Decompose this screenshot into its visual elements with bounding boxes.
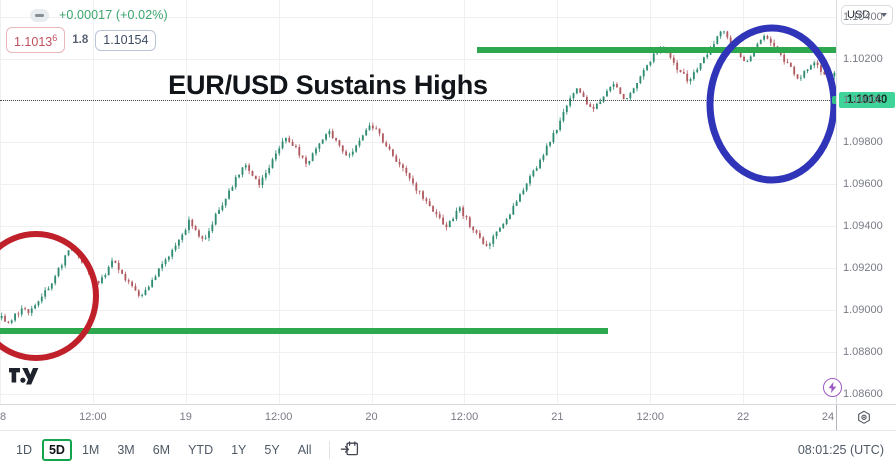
- time-axis-label: 18: [0, 411, 7, 423]
- time-axis-label: 19: [179, 411, 192, 423]
- chart-pane[interactable]: EUR/USD Sustains Highs: [0, 0, 836, 404]
- price-axis-label: 1.10400: [843, 10, 883, 23]
- price-axis-label: 1.08600: [843, 387, 883, 400]
- minus-pill-icon: [30, 8, 49, 22]
- price-axis-label: 1.09000: [843, 303, 883, 316]
- bid-ask-row: 1.10136 1.8 1.10154: [6, 27, 168, 53]
- time-axis-label: 21: [551, 411, 564, 423]
- target-icon[interactable]: [855, 409, 873, 427]
- quote-change-row: +0.00017 (+0.02%): [6, 4, 168, 26]
- last-price-line: [0, 100, 836, 101]
- vgridline: [279, 0, 280, 404]
- range-button-5d[interactable]: 5D: [41, 438, 72, 461]
- currency-select[interactable]: USD: [841, 5, 893, 25]
- ask-price-value: 1.10154: [103, 32, 149, 47]
- bid-price-value: 1.10136: [14, 32, 58, 49]
- time-axis-label: 12:00: [636, 411, 664, 423]
- vgridline: [0, 0, 1, 404]
- time-axis-label: 20: [365, 411, 378, 423]
- page-title: EUR/USD Sustains Highs: [168, 70, 488, 100]
- hgridline: [0, 352, 836, 353]
- range-selector: 1D 5D 1M 3M 6M YTD 1Y 5Y All: [0, 438, 320, 462]
- price-axis-label: 1.09400: [843, 220, 883, 233]
- lightning-bolt-icon[interactable]: [823, 378, 842, 397]
- price-axis-label: 1.09200: [843, 261, 883, 274]
- axis-divider: [836, 405, 837, 431]
- price-axis-label: 1.09600: [843, 178, 883, 191]
- price-axis[interactable]: USD 1.10140 1.10400 1.10200 1.10000 1.09800…: [823, 0, 896, 404]
- hgridline: [0, 394, 836, 395]
- hgridline: [0, 17, 836, 18]
- last-price-badge: 1.10140: [839, 92, 895, 108]
- hgridline: [0, 268, 836, 269]
- vgridline: [93, 0, 94, 404]
- price-axis-label: 1.10200: [843, 52, 883, 65]
- time-axis-label: 24: [821, 411, 835, 423]
- price-series-candles: [0, 30, 836, 325]
- change-absolute: +0.00017: [59, 8, 113, 22]
- hgridline: [0, 142, 836, 143]
- hgridline: [0, 226, 836, 227]
- utc-clock: 08:01:25 (UTC): [797, 442, 884, 457]
- quote-header: +0.00017 (+0.02%) 1.10136 1.8 1.10154: [0, 0, 168, 53]
- time-axis-label: 12:00: [264, 411, 293, 423]
- vgridline: [650, 0, 651, 404]
- vgridline: [743, 0, 744, 404]
- bottom-toolbar: 1D 5D 1M 3M 6M YTD 1Y 5Y All 08:01:25 (UTC): [0, 430, 896, 468]
- vgridline: [186, 0, 187, 404]
- time-axis[interactable]: 18 12:00 19 12:00 20 12:00 21 12:00 22 24: [0, 404, 896, 432]
- range-button-3m[interactable]: 3M: [117, 442, 135, 457]
- spread-value: 1.8: [72, 34, 89, 46]
- vgridline: [372, 0, 373, 404]
- chevron-down-icon: [881, 13, 887, 17]
- time-axis-label: 12:00: [450, 411, 479, 423]
- hgridline: [0, 310, 836, 311]
- hgridline: [0, 59, 836, 60]
- toolbar-divider: [328, 440, 330, 459]
- currency-select-label: USD: [847, 9, 871, 21]
- hgridline: [0, 184, 836, 185]
- range-button-all[interactable]: All: [297, 442, 312, 457]
- range-button-1m[interactable]: 1M: [81, 442, 100, 457]
- range-button-6m[interactable]: 6M: [152, 442, 171, 457]
- bid-price-button[interactable]: 1.10136: [6, 27, 66, 53]
- range-button-ytd[interactable]: YTD: [188, 442, 214, 457]
- range-button-1d[interactable]: 1D: [16, 442, 32, 457]
- price-change: +0.00017 (+0.02%): [59, 8, 168, 22]
- time-axis-label: 12:00: [79, 411, 107, 423]
- vgridline: [464, 0, 465, 404]
- tradingview-logo: [9, 368, 39, 385]
- price-axis-label: 1.08800: [843, 345, 883, 358]
- vgridline: [557, 0, 558, 404]
- price-axis-label: 1.09800: [843, 136, 883, 149]
- range-button-1y[interactable]: 1Y: [231, 442, 247, 457]
- range-button-5y[interactable]: 5Y: [264, 442, 280, 457]
- goto-date-icon[interactable]: [339, 439, 361, 461]
- ask-price-button[interactable]: 1.10154: [95, 29, 157, 51]
- change-percent: (+0.02%): [115, 8, 168, 22]
- price-axis-label: 1.10000: [843, 94, 883, 107]
- time-axis-label: 22: [736, 411, 750, 423]
